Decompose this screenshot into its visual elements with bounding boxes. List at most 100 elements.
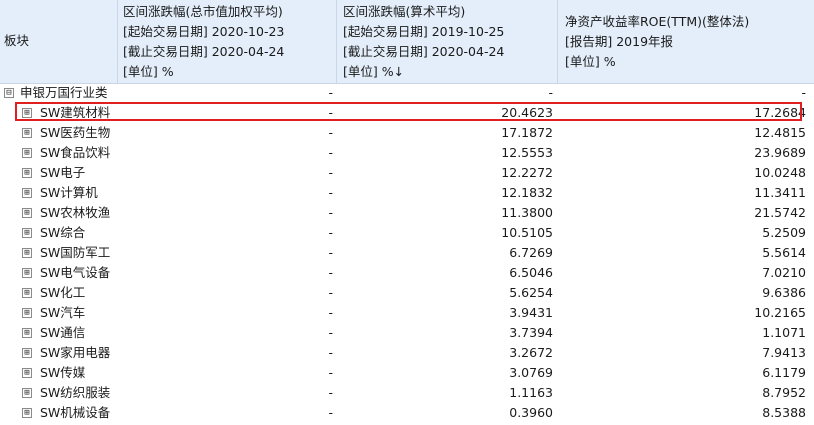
sector-name-cell: ⊞ SW农林牧渔 <box>0 203 118 223</box>
sector-name-cell: ⊞ SW机械设备 <box>0 403 118 423</box>
table-row[interactable]: ⊞ SW通信 - 3.7394 1.1071 <box>0 323 814 343</box>
sector-name-cell: ⊞ SW医药生物 <box>0 123 118 143</box>
cell-roe: 5.5614 <box>762 245 806 260</box>
cell-weighted-change: - <box>328 105 333 120</box>
expand-icon[interactable]: ⊞ <box>22 328 32 338</box>
cell-weighted-change: - <box>328 325 333 340</box>
expand-icon[interactable]: ⊞ <box>22 288 32 298</box>
table-row[interactable]: ⊞ SW建筑材料 - 20.4623 17.2684 <box>0 103 814 123</box>
expand-icon[interactable]: ⊞ <box>22 128 32 138</box>
cell-roe: 6.1179 <box>762 365 806 380</box>
cell-roe: 17.2684 <box>754 105 806 120</box>
table-row[interactable]: ⊞ SW国防军工 - 6.7269 5.5614 <box>0 243 814 263</box>
header-line: 区间涨跌幅(算术平均) <box>343 4 466 19</box>
sector-name: SW电子 <box>40 165 86 180</box>
collapse-icon[interactable]: ⊟ <box>4 88 14 98</box>
expand-icon[interactable]: ⊞ <box>22 368 32 378</box>
table-row[interactable]: ⊞ SW化工 - 5.6254 9.6386 <box>0 283 814 303</box>
cell-roe: 23.9689 <box>754 145 806 160</box>
table-row[interactable]: ⊞ SW家用电器 - 3.2672 7.9413 <box>0 343 814 363</box>
table-row[interactable]: ⊞ SW电子 - 12.2272 10.0248 <box>0 163 814 183</box>
sector-name-cell: ⊞ SW家用电器 <box>0 343 118 363</box>
header-roe[interactable]: 净资产收益率ROE(TTM)(整体法) [报告期] 2019年报 [单位] % <box>558 0 814 84</box>
header-sector[interactable]: 板块 <box>0 0 118 84</box>
expand-icon[interactable]: ⊞ <box>22 228 32 238</box>
group-name-cell: ⊟ 申银万国行业类 <box>0 83 118 103</box>
expand-icon[interactable]: ⊞ <box>22 108 32 118</box>
group-row[interactable]: ⊟ 申银万国行业类 - - - <box>0 83 814 103</box>
cell-arithmetic-change: 12.2272 <box>501 165 553 180</box>
sector-name-cell: ⊞ SW化工 <box>0 283 118 303</box>
cell-weighted-change: - <box>328 265 333 280</box>
expand-icon[interactable]: ⊞ <box>22 308 32 318</box>
cell-roe: 7.0210 <box>762 265 806 280</box>
header-line: [起始交易日期] 2020-10-23 <box>123 24 285 39</box>
expand-icon[interactable]: ⊞ <box>22 148 32 158</box>
table-row[interactable]: ⊞ SW机械设备 - 0.3960 8.5388 <box>0 403 814 423</box>
cell-roe: 10.0248 <box>754 165 806 180</box>
cell-weighted-change: - <box>328 285 333 300</box>
sector-name: SW电气设备 <box>40 265 111 280</box>
cell-weighted-change: - <box>328 125 333 140</box>
cell-roe: 9.6386 <box>762 285 806 300</box>
expand-icon[interactable]: ⊞ <box>22 168 32 178</box>
sector-name-cell: ⊞ SW食品饮料 <box>0 143 118 163</box>
table-row[interactable]: ⊞ SW医药生物 - 17.1872 12.4815 <box>0 123 814 143</box>
cell-arithmetic-change: 17.1872 <box>501 125 553 140</box>
expand-icon[interactable]: ⊞ <box>22 388 32 398</box>
cell-arithmetic-change: 1.1163 <box>509 385 553 400</box>
cell-roe: 8.7952 <box>762 385 806 400</box>
expand-icon[interactable]: ⊞ <box>22 188 32 198</box>
expand-icon[interactable]: ⊞ <box>22 208 32 218</box>
header-line: [单位] %↓ <box>343 64 405 79</box>
table-row[interactable]: ⊞ SW综合 - 10.5105 5.2509 <box>0 223 814 243</box>
sector-name: SW计算机 <box>40 185 98 200</box>
cell-roe: 7.9413 <box>762 345 806 360</box>
table-row[interactable]: ⊞ SW食品饮料 - 12.5553 23.9689 <box>0 143 814 163</box>
expand-icon[interactable]: ⊞ <box>22 348 32 358</box>
table-row[interactable]: ⊞ SW纺织服装 - 1.1163 8.7952 <box>0 383 814 403</box>
cell-roe: - <box>801 85 806 100</box>
header-line: [截止交易日期] 2020-04-24 <box>123 44 285 59</box>
table-row[interactable]: ⊞ SW电气设备 - 6.5046 7.0210 <box>0 263 814 283</box>
cell-arithmetic-change: 3.0769 <box>509 365 553 380</box>
cell-roe: 8.5388 <box>762 405 806 420</box>
sector-name: SW综合 <box>40 225 86 240</box>
header-line: 净资产收益率ROE(TTM)(整体法) <box>565 14 750 29</box>
expand-icon[interactable]: ⊞ <box>22 408 32 418</box>
cell-weighted-change: - <box>328 245 333 260</box>
cell-weighted-change: - <box>328 85 333 100</box>
expand-icon[interactable]: ⊞ <box>22 248 32 258</box>
cell-arithmetic-change: 20.4623 <box>501 105 553 120</box>
cell-arithmetic-change: 12.1832 <box>501 185 553 200</box>
cell-roe: 10.2165 <box>754 305 806 320</box>
sector-name: SW化工 <box>40 285 86 300</box>
cell-roe: 5.2509 <box>762 225 806 240</box>
cell-arithmetic-change: 5.6254 <box>509 285 553 300</box>
header-weighted-change[interactable]: 区间涨跌幅(总市值加权平均) [起始交易日期] 2020-10-23 [截止交易… <box>118 0 337 84</box>
cell-arithmetic-change: 0.3960 <box>509 405 553 420</box>
header-sector-label: 板块 <box>4 33 30 48</box>
expand-icon[interactable]: ⊞ <box>22 268 32 278</box>
cell-weighted-change: - <box>328 385 333 400</box>
table-row[interactable]: ⊞ SW传媒 - 3.0769 6.1179 <box>0 363 814 383</box>
cell-arithmetic-change: 3.2672 <box>509 345 553 360</box>
watermark <box>760 405 806 419</box>
sector-name: SW食品饮料 <box>40 145 111 160</box>
sector-name: SW汽车 <box>40 305 86 320</box>
header-line: [报告期] 2019年报 <box>565 34 674 49</box>
sector-name: SW国防军工 <box>40 245 111 260</box>
cell-arithmetic-change: 3.7394 <box>509 325 553 340</box>
table-row[interactable]: ⊞ SW农林牧渔 - 11.3800 21.5742 <box>0 203 814 223</box>
table-row[interactable]: ⊞ SW计算机 - 12.1832 11.3411 <box>0 183 814 203</box>
cell-arithmetic-change: 6.5046 <box>509 265 553 280</box>
header-line: [单位] % <box>565 54 616 69</box>
header-arithmetic-change[interactable]: 区间涨跌幅(算术平均) [起始交易日期] 2019-10-25 [截止交易日期]… <box>337 0 558 84</box>
header-line: [截止交易日期] 2020-04-24 <box>343 44 505 59</box>
sector-name-cell: ⊞ SW建筑材料 <box>0 103 118 123</box>
cell-weighted-change: - <box>328 225 333 240</box>
cell-weighted-change: - <box>328 405 333 420</box>
table-row[interactable]: ⊞ SW汽车 - 3.9431 10.2165 <box>0 303 814 323</box>
cell-weighted-change: - <box>328 365 333 380</box>
